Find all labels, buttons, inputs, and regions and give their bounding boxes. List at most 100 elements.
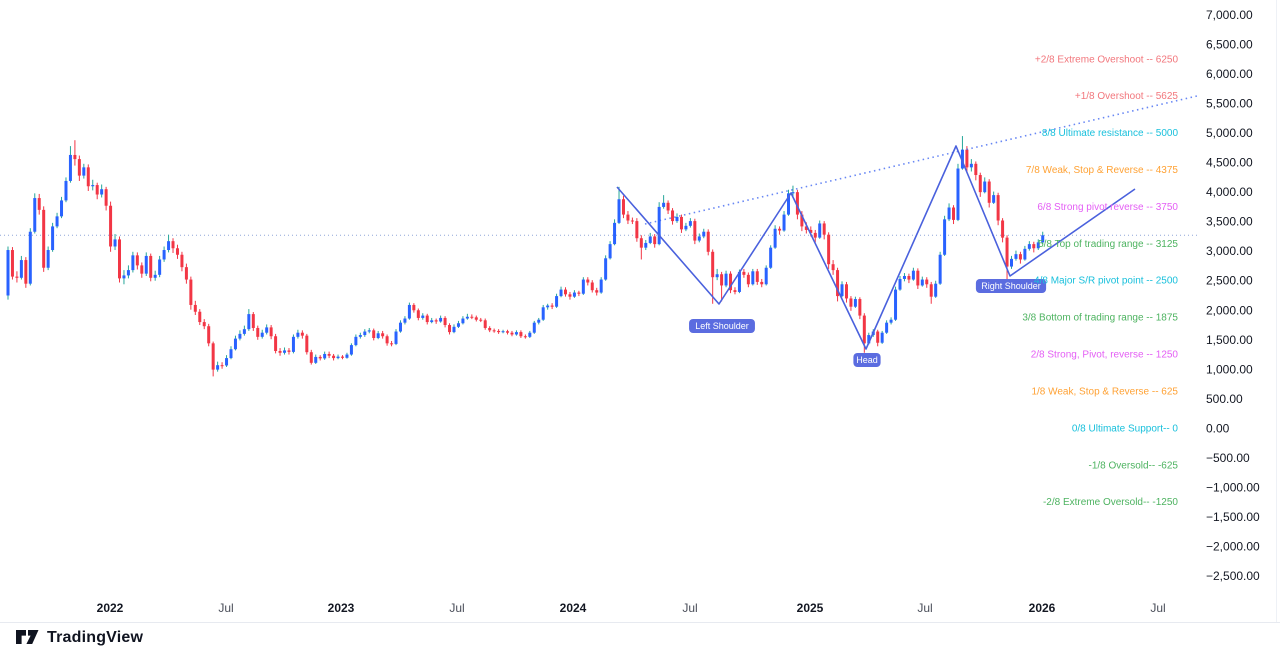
candle-body-up [456,323,460,327]
candle [24,257,28,288]
candle [626,211,630,225]
candle-body-up [452,326,456,333]
candle [300,330,304,339]
candle-body-down [653,236,657,245]
candle [434,318,438,324]
candle-body-up [461,318,465,324]
candle [818,220,822,239]
pattern-label-pill [975,279,1047,293]
candle [296,329,300,339]
candle-body-down [140,265,144,274]
time-axis[interactable]: 2022 Jul 2023 Jul 2024 Jul 2025 Jul 2026 Jul [97,601,1166,615]
candle-body-down [916,270,920,286]
candle [1027,241,1031,251]
candle [724,270,728,288]
murrey-level-label: -1/8 Oversold-- -625 [1089,460,1179,471]
candle [894,286,898,321]
candle [64,177,68,203]
candle [265,324,269,335]
candle-body-up [501,331,505,333]
candle-body-down [95,185,99,195]
candle-body-up [697,236,701,241]
candle-body-up [724,273,728,286]
candle [925,277,929,288]
candle-body-up [956,168,960,220]
candle [992,191,996,204]
candle [256,325,260,340]
candle-body-up [867,335,871,344]
candle-body-up [64,180,68,201]
candle-body-down [37,198,41,210]
candle [947,203,951,222]
candle [630,217,634,225]
pattern-label-head[interactable]: Head [853,353,881,367]
candle-body-down [193,304,197,312]
candle-body-up [238,333,242,339]
candle-body-down [135,255,139,266]
candle-body-down [327,353,331,356]
pattern-label-pill [853,353,881,367]
y-axis-label: 6,000.00 [1206,67,1253,81]
candle [274,333,278,354]
candle-body-down [1018,254,1022,260]
pattern-label-left-shoulder[interactable]: Left Shoulder [689,319,755,333]
candle [184,263,188,284]
y-axis-label: 3,500.00 [1206,215,1253,229]
candle [314,354,318,365]
murrey-level-label: 5/8 Top of trading range -- 3125 [1038,239,1178,250]
head-shoulders-pattern-line[interactable] [616,145,1136,350]
candle-body-down [974,163,978,176]
y-axis-label: 500.00 [1206,392,1243,406]
candle-body-up [969,163,973,168]
candle-body-up [260,332,264,337]
candle-body-up [657,206,661,245]
candle [760,278,764,288]
candle [122,270,126,285]
candle [608,241,612,260]
candle [77,155,81,181]
candle-body-down [822,223,826,235]
price-axis[interactable]: 7,000.00 6,500.00 6,000.00 5,500.00 5,000.00… [1206,0,1277,622]
candle-body-down [269,327,273,337]
candle-body-down [492,330,496,332]
candle-body-down [470,316,474,318]
candle-body-up [144,255,148,274]
candle-body-down [251,314,255,328]
candle-body-down [849,298,853,307]
candle-body-down [519,332,523,337]
candle-body-down [381,333,385,337]
candle-body-down [332,355,336,359]
y-axis-label: −500.00 [1206,451,1250,465]
x-axis-label: 2025 [797,601,824,615]
candle [60,196,64,219]
candle [541,304,545,321]
candle-body-down [77,159,81,176]
tradingview-logo[interactable]: TradingView [16,629,143,647]
candle [358,332,362,339]
candle-body-up [885,322,889,333]
candle-body-down [729,273,733,291]
candle-body-up [555,296,559,307]
candle [381,330,385,339]
candle-body-up [715,274,719,278]
candle [104,186,108,211]
candle-body-down [341,356,344,358]
candle-body-up [599,279,603,293]
y-axis-label: 3,000.00 [1206,244,1253,258]
candle-body-down [309,352,313,363]
candle-body-up [60,200,64,217]
candle [555,293,559,308]
y-axis-label: 6,500.00 [1206,38,1253,52]
candle-body-up [336,356,340,359]
candle [1014,250,1018,261]
candle [126,265,130,279]
candle [109,201,113,252]
candle [233,335,237,351]
candle [211,341,215,377]
candle [193,300,197,315]
candle [68,146,72,183]
candle [412,303,416,313]
pattern-label-right-shoulder[interactable]: Right Shoulder [975,279,1047,293]
candle-body-up [100,189,104,195]
